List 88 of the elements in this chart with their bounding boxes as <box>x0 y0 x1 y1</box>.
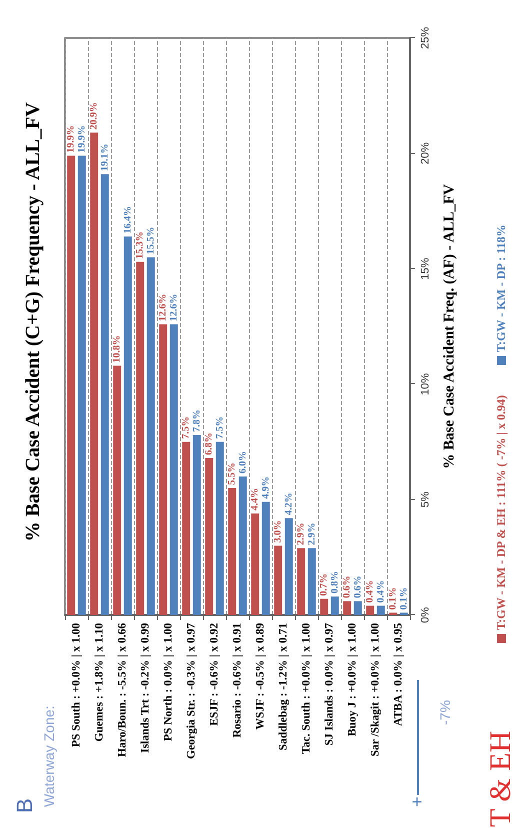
x-tick-label: Haro/Boun. : -5.5% | x 0.66 <box>116 622 128 757</box>
data-label: 6.8% <box>204 432 215 456</box>
x-tick-label: Buoy J : +0.0% | x 1.00 <box>346 622 358 736</box>
text: Waterway Zone: <box>41 706 57 807</box>
x-tick-label: Islands Trt : -0.2% | x 0.99 <box>140 622 152 753</box>
bar <box>251 513 260 615</box>
data-label: 19.9% <box>66 125 77 153</box>
bar <box>330 596 339 615</box>
bar <box>182 442 190 615</box>
data-label: 12.6% <box>168 294 180 322</box>
bar <box>90 132 98 615</box>
bar <box>297 548 306 615</box>
data-label: 0.4% <box>375 580 386 603</box>
bar <box>113 366 122 615</box>
data-label: 2.9% <box>296 522 307 546</box>
text: T & EH <box>484 730 517 827</box>
bar <box>366 606 374 615</box>
x-tick-label: ATBA : 0.0% | x 0.95 <box>392 622 404 726</box>
x-tick-label: PS North : 0.0% | x 1.00 <box>162 622 174 742</box>
data-label: 7.8% <box>191 409 202 432</box>
y-tick-label: 10% <box>420 372 432 396</box>
data-label: 15.5% <box>145 226 156 254</box>
bar <box>205 458 214 615</box>
data-label: 0.8% <box>329 571 340 594</box>
y-tick-label: 20% <box>420 142 432 164</box>
bar <box>238 476 247 615</box>
data-label: 12.6% <box>158 294 169 322</box>
data-label: 7.5% <box>180 416 192 439</box>
bar <box>284 518 293 615</box>
data-label: 0.4% <box>364 580 376 603</box>
bar <box>78 156 86 615</box>
bar <box>228 488 236 615</box>
data-label: 3.0% <box>272 520 284 543</box>
data-label: 6.0% <box>237 451 248 474</box>
text: T:GW - KM - DP & EH : 111% ( -7% | x 0.94) <box>494 395 509 630</box>
bar <box>192 434 201 615</box>
text: % Base Case Accident (C+G) Frequency - ALL_FV <box>22 102 44 542</box>
data-label: 4.2% <box>283 492 294 516</box>
x-tick-label: Tac. South : +0.0% | x 1.00 <box>300 622 312 754</box>
bar <box>67 156 76 615</box>
bar <box>274 546 282 615</box>
data-label: 0.7% <box>318 573 330 596</box>
data-label: 4.4% <box>250 488 261 510</box>
bar <box>170 324 178 615</box>
bar <box>354 601 362 615</box>
data-label: 4.9% <box>260 476 272 499</box>
bar <box>376 606 385 615</box>
bar <box>262 502 270 615</box>
text: -7% <box>437 700 453 725</box>
data-label: 7.5% <box>214 416 226 439</box>
data-label: 15.3% <box>134 231 146 259</box>
y-tick-label: 25% <box>420 26 432 50</box>
y-tick-label: 0% <box>420 606 432 623</box>
x-tick-label: SJ Islands : 0.0% | x 0.97 <box>324 622 336 746</box>
data-label: 5.5% <box>226 462 238 486</box>
data-label: 16.4% <box>122 206 134 234</box>
data-label: 10.8% <box>112 335 123 363</box>
text: + <box>407 796 427 807</box>
x-tick-label: WSJF : -0.5% | x 0.89 <box>254 622 266 730</box>
bar <box>124 236 132 615</box>
x-tick-label: Saddlebag : -1.2% | x 0.71 <box>278 622 290 750</box>
x-tick-label: PS South : +0.0% | x 1.00 <box>70 622 82 748</box>
bar <box>146 257 155 615</box>
data-label: 19.9% <box>76 125 88 153</box>
text: B <box>12 798 37 813</box>
x-tick-label: ESJF : -0.6% | x 0.92 <box>208 622 220 726</box>
data-label: 0.1% <box>388 587 399 610</box>
bar <box>308 548 316 615</box>
data-label: 0.1% <box>398 587 410 610</box>
x-tick-label: Rosario : -0.6% | x 0.91 <box>232 622 244 738</box>
data-label: 2.9% <box>306 522 318 546</box>
data-label: 20.9% <box>88 102 100 130</box>
y-tick-label: 5% <box>420 491 432 508</box>
bar <box>100 174 109 615</box>
x-tick-label: Georgia Str. : -0.3% | x 0.97 <box>186 622 198 759</box>
bar <box>159 324 168 615</box>
bar <box>216 442 224 615</box>
data-label: 19.1% <box>99 144 110 172</box>
bar <box>320 598 328 615</box>
data-label: 0.6% <box>352 576 364 598</box>
bar <box>343 601 352 615</box>
y-axis-title: % Base Case Accident Freq. (AF) - ALL_FV <box>442 184 458 469</box>
x-tick-label: Sar /Skagit : +0.0% | x 1.00 <box>370 622 382 756</box>
x-tick-label: Guemes : +1.8% | x 1.10 <box>94 622 106 742</box>
text: T:GW - KM - DP : 118% <box>494 224 509 352</box>
data-label: 0.6% <box>342 576 353 598</box>
y-tick-label: 15% <box>420 258 432 280</box>
bar <box>136 262 144 615</box>
